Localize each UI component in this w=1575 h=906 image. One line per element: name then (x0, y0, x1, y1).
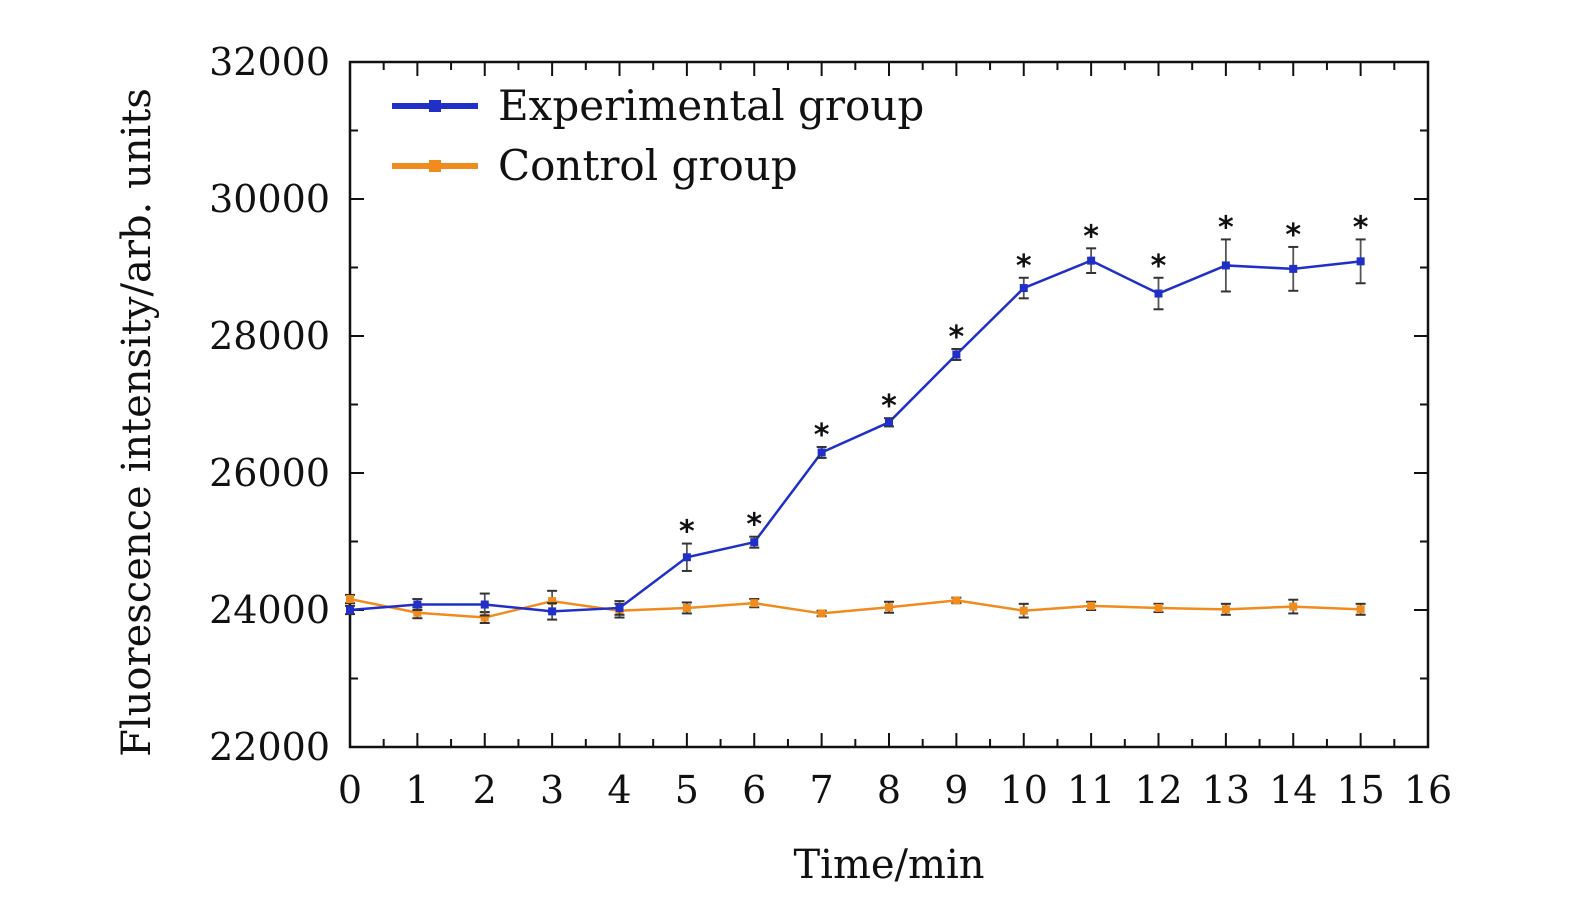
data-point (1289, 264, 1298, 273)
x-tick-label: 0 (338, 768, 362, 812)
significance-marker: * (1218, 210, 1234, 245)
y-tick-label: 22000 (209, 725, 330, 769)
x-tick-labels: 0 1 2 3 4 5 6 7 8 9 10 11 12 13 14 15 16 (338, 768, 1452, 812)
data-point (682, 603, 691, 612)
experimental-line (349, 259, 1361, 613)
significance-marker: * (679, 515, 695, 550)
x-tick-label: 11 (1067, 768, 1115, 812)
data-point (1221, 605, 1230, 614)
data-point (1154, 603, 1163, 612)
x-tick-label: 13 (1202, 768, 1250, 812)
data-point (682, 553, 691, 562)
data-point (952, 596, 961, 605)
data-point (346, 606, 354, 614)
data-point (548, 607, 557, 616)
data-point (413, 608, 422, 617)
data-point (750, 538, 759, 547)
x-axis-label: Time/min (793, 842, 984, 888)
x-tick-label: 7 (810, 768, 834, 812)
control-line (349, 597, 1361, 619)
y-tick-label: 24000 (209, 588, 330, 632)
data-point (480, 600, 489, 609)
x-tick-label: 9 (944, 768, 968, 812)
x-tick-label: 4 (607, 768, 631, 812)
y-tick-label: 26000 (209, 451, 330, 495)
x-tick-label: 2 (473, 768, 497, 812)
data-point (480, 613, 489, 622)
significance-marker: * (1151, 249, 1167, 284)
data-point (1154, 289, 1163, 298)
data-point (615, 603, 624, 612)
y-tick-labels: 22000 24000 26000 28000 30000 32000 (209, 40, 330, 769)
data-point (952, 350, 961, 359)
data-point (1289, 602, 1298, 611)
minor-ticks (350, 62, 1428, 747)
x-tick-label: 8 (877, 768, 901, 812)
x-tick-label: 12 (1134, 768, 1182, 812)
data-point (1019, 606, 1028, 615)
data-point (346, 595, 354, 604)
series-layer: * * * * * * * * * * * (345, 210, 1369, 625)
data-point (817, 448, 826, 457)
significance-marker: * (1016, 249, 1032, 284)
y-tick-label: 32000 (209, 40, 330, 84)
significance-marker: * (1285, 218, 1301, 253)
x-tick-label: 1 (405, 768, 429, 812)
significance-marker: * (746, 508, 762, 543)
significance-marker: * (814, 418, 830, 453)
significance-marker: * (1083, 219, 1099, 254)
data-point (885, 603, 893, 612)
data-point (1221, 261, 1230, 270)
significance-marker: * (881, 389, 897, 424)
x-tick-label: 16 (1404, 768, 1452, 812)
legend-label-control: Control group (498, 141, 798, 190)
data-point (1356, 257, 1365, 266)
data-point (1019, 284, 1028, 293)
y-axis-label: Fluorescence intensity/arb. units (114, 88, 160, 757)
x-tick-label: 15 (1336, 768, 1384, 812)
y-tick-label: 30000 (209, 177, 330, 221)
x-tick-label: 3 (540, 768, 564, 812)
x-tick-label: 6 (742, 768, 766, 812)
legend-label-experimental: Experimental group (498, 81, 924, 130)
series-experimental: * * * * * * * * * * * (345, 210, 1369, 621)
x-tick-label: 10 (1000, 768, 1048, 812)
legend-marker-control (429, 160, 441, 172)
data-point (1356, 605, 1365, 614)
legend: Experimental group Control group (392, 81, 924, 190)
data-point (548, 597, 557, 606)
x-tick-label: 14 (1269, 768, 1317, 812)
x-tick-label: 5 (675, 768, 699, 812)
significance-marker: * (1353, 210, 1369, 245)
significance-marker: * (949, 320, 965, 355)
y-tick-label: 28000 (209, 314, 330, 358)
data-point (1087, 601, 1096, 610)
series-control (345, 589, 1366, 625)
data-point (413, 600, 422, 609)
major-ticks (349, 61, 1429, 748)
data-point (885, 418, 893, 427)
data-point (817, 609, 826, 618)
data-point (750, 599, 759, 608)
legend-marker-experimental (429, 100, 441, 112)
data-point (1087, 256, 1096, 265)
